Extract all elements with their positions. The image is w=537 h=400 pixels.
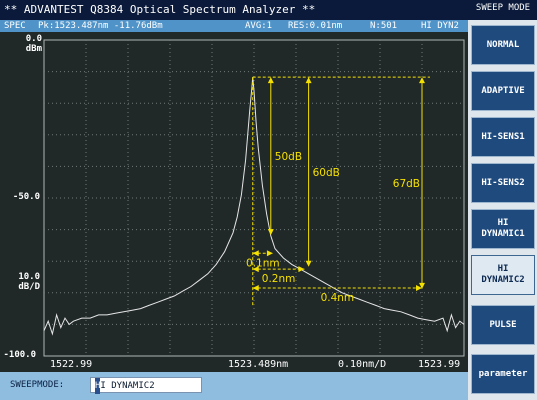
arrowhead-right-width_04 (416, 285, 422, 292)
label-drop_60: 60dB (313, 167, 340, 179)
label-width_02: 0.2nm (262, 273, 296, 285)
window-title-bar: ** ADVANTEST Q8384 Optical Spectrum Anal… (0, 0, 537, 20)
arrowhead-right-width_01 (266, 250, 273, 257)
pulse-button[interactable]: PULSE (471, 305, 535, 345)
arrowhead-bottom-drop_50 (267, 229, 274, 236)
sweepmode-field[interactable]: HI DYNAMIC2 (90, 377, 202, 394)
resolution-readout: RES:0.01nm (288, 21, 343, 31)
adaptive-button[interactable]: ADAPTIVE (471, 71, 535, 111)
x-left-label: 1522.99 (50, 359, 93, 370)
hi-sens1-button[interactable]: HI-SENS1 (471, 117, 535, 157)
spectrum-display: 0.0 dBm -50.0 10.0 dB/D -100.0 50dB 60dB 6… (0, 32, 468, 372)
measurement-header: SPEC Pk:1523.487nm -11.76dBm AVG:1 RES:0… (0, 20, 468, 32)
label-width_01: 0.1nm (246, 257, 280, 269)
label-width_04: 0.4nm (321, 292, 355, 304)
y-scale-value: 10.0 (18, 272, 40, 282)
hi-dynamic1-button[interactable]: HI DYNAMIC1 (471, 209, 535, 249)
y-mid-label: -50.0 (12, 192, 40, 202)
parameter-button[interactable]: parameter (471, 354, 535, 394)
arrowhead-top-drop_60 (305, 77, 312, 84)
peak-readout: Pk:1523.487nm -11.76dBm (38, 21, 163, 31)
spectrum-trace (43, 77, 465, 336)
sweep-mode-title: SWEEP MODE (475, 3, 531, 13)
hi-dynamic2-button[interactable]: HI DYNAMIC2 (471, 255, 535, 295)
arrowhead-left-width_04 (252, 285, 259, 292)
y-top-value: 0.0 (25, 34, 42, 44)
hi-sens2-button[interactable]: HI-SENS2 (471, 163, 535, 203)
x-center-label: 1523.489nm (228, 359, 289, 370)
y-scale-unit: dB/D (18, 282, 40, 292)
normal-button[interactable]: NORMAL (471, 25, 535, 65)
arrowhead-bottom-drop_60 (305, 260, 312, 267)
annotations: 50dB 60dB 67dB 0.1nm 0.2nm 0.4nm (246, 76, 430, 306)
arrowhead-left-width_02 (252, 266, 259, 273)
sweep-mode-panel: SWEEP MODE NORMAL ADAPTIVE HI-SENS1 HI-S… (469, 3, 537, 400)
arrowhead-right-width_02 (298, 266, 305, 273)
spectrum-plot: 50dB 60dB 67dB 0.1nm 0.2nm 0.4nm (43, 39, 465, 357)
average-readout: AVG:1 (245, 21, 273, 31)
arrowhead-top-drop_50 (267, 77, 274, 84)
mode-readout: HI DYN2 (421, 21, 459, 31)
arrowhead-top-drop_67 (419, 77, 425, 84)
label-drop_50: 50dB (275, 151, 302, 163)
y-bottom-label: -100.0 (3, 350, 36, 360)
x-right-label: 1523.99 (418, 359, 461, 370)
arrowhead-left-width_01 (252, 250, 259, 257)
window-title: ** ADVANTEST Q8384 Optical Spectrum Anal… (4, 3, 316, 16)
status-bar: SWEEPMODE: HI DYNAMIC2 (0, 372, 468, 400)
spec-label: SPEC (4, 21, 26, 31)
arrowhead-bottom-drop_67 (419, 282, 425, 289)
text-cursor: H (95, 378, 101, 394)
label-drop_67: 67dB (393, 178, 420, 190)
y-top-unit: dBm (25, 44, 42, 54)
sweepmode-value: I DYNAMIC2 (100, 381, 155, 391)
x-scale-label: 0.10nm/D (338, 359, 387, 370)
sweepmode-label: SWEEPMODE: (10, 380, 65, 390)
points-readout: N:501 (370, 21, 398, 31)
